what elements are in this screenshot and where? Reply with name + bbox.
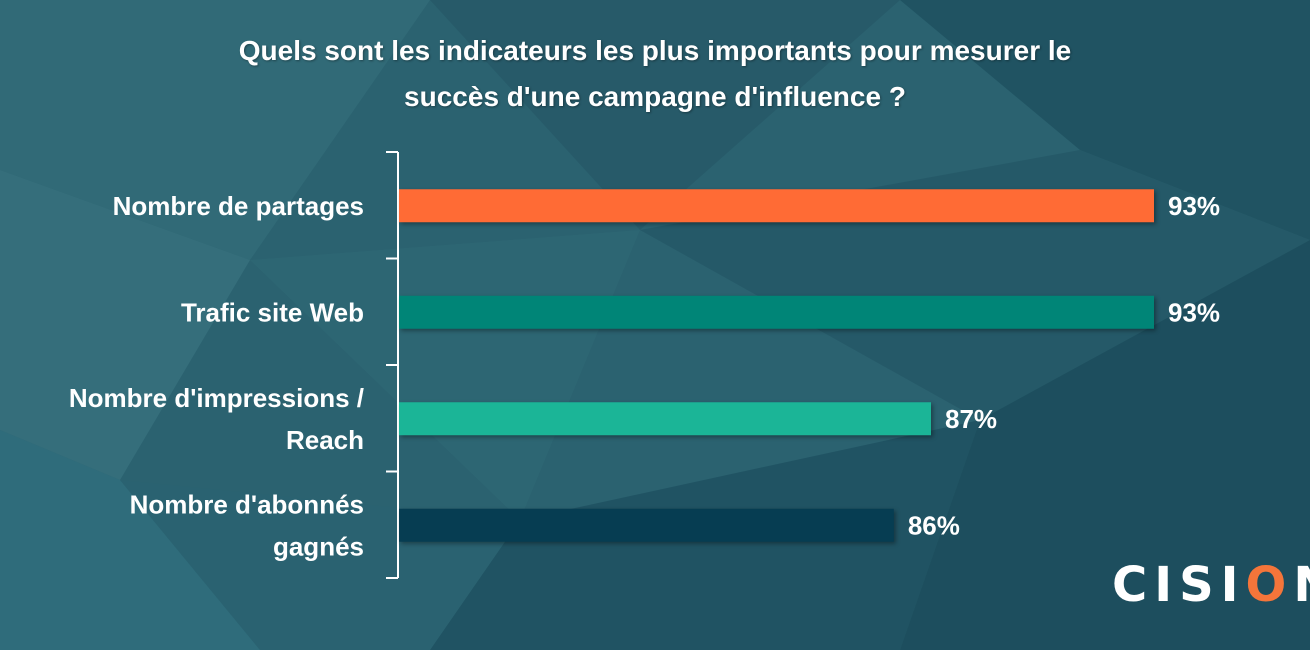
data-label: 86% xyxy=(908,510,960,540)
bars-group xyxy=(399,189,1154,542)
logo-text-end: N xyxy=(1293,557,1310,613)
labels-group: 93% Nombre de partages 93% Trafic site Web 8… xyxy=(69,191,1220,562)
data-label: 93% xyxy=(1168,297,1220,327)
bar xyxy=(399,295,1154,329)
category-label: Nombre d'impressions / xyxy=(69,383,364,413)
category-label: Nombre de partages xyxy=(113,191,364,221)
category-axis xyxy=(386,151,399,579)
bar xyxy=(399,189,1154,223)
data-label: 87% xyxy=(945,404,997,434)
chart-title-line-1: Quels sont les indicateurs les plus impo… xyxy=(238,35,1072,66)
logo-text-o: O xyxy=(1245,557,1294,613)
bar xyxy=(399,508,894,542)
chart-title-line-2: succès d'une campagne d'influence ? xyxy=(404,81,906,112)
cision-logo: CISION® xyxy=(1112,557,1310,613)
logo-text-start: CISI xyxy=(1112,557,1246,613)
bar xyxy=(399,402,931,436)
data-label: 93% xyxy=(1168,191,1220,221)
chart-title: Quels sont les indicateurs les plus impo… xyxy=(0,28,1310,120)
category-label: Reach xyxy=(286,425,364,455)
category-label: Trafic site Web xyxy=(181,297,364,327)
category-label: Nombre d'abonnés xyxy=(130,489,364,519)
category-label: gagnés xyxy=(273,531,364,561)
